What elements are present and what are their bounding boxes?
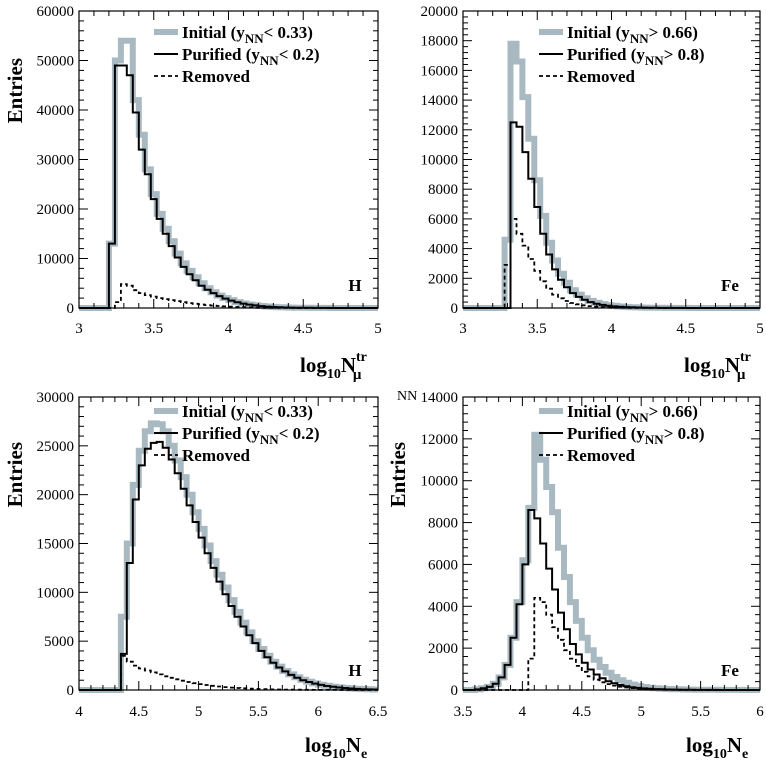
y-tick-label: 60000 (37, 4, 75, 20)
x-tick-label: 5 (195, 704, 203, 720)
y-tick-label: 12000 (421, 123, 459, 139)
y-tick-label: 30000 (37, 153, 75, 169)
x-tick-label: 5.5 (691, 704, 710, 720)
series-removed-p4 (463, 597, 760, 691)
x-tick-label: 4.5 (572, 704, 591, 720)
y-tick-label: 15000 (37, 537, 75, 553)
legend-label-initial: Initial (yNN> 0.66) (567, 402, 698, 425)
legend-label-purified: Purified (yNN> 0.8) (567, 424, 705, 447)
x-tick-label: 3.5 (528, 321, 547, 337)
x-tick-label: 4 (519, 704, 527, 720)
x-tick-label: 5.5 (249, 704, 268, 720)
y-tick-label: 30000 (37, 390, 75, 406)
x-tick-label: 6.5 (369, 704, 388, 720)
y-tick-label: 20000 (37, 202, 75, 218)
x-tick-label: 5 (756, 321, 764, 337)
y-tick-label: 10000 (37, 585, 75, 601)
panel-tag: Fe (721, 661, 739, 680)
y-tick-label: 14000 (421, 390, 459, 406)
y-tick-label: 0 (451, 301, 459, 317)
series-initial-p4 (463, 431, 760, 693)
legend-label-removed: Removed (567, 446, 636, 465)
y-tick-label: 0 (67, 301, 75, 317)
y-tick-label: 18000 (421, 34, 459, 50)
x-tick-label: 3 (75, 321, 83, 337)
y-tick-label: 8000 (428, 182, 458, 198)
legend-label-initial: Initial (yNN< 0.33) (182, 402, 313, 425)
y-tick-label: 40000 (37, 103, 75, 119)
x-tick-label: 5 (374, 321, 382, 337)
legend-label-removed: Removed (567, 67, 636, 86)
x-tick-label: 3 (459, 321, 467, 337)
y-tick-label: 20000 (37, 488, 75, 504)
y-tick-label: 2000 (428, 641, 458, 657)
x-axis-title: log10Ntr μ (684, 350, 751, 383)
y-tick-label: 4000 (428, 599, 458, 615)
series-purified-p1 (79, 64, 378, 309)
x-axis-title: log10Ne (686, 733, 748, 762)
plot-frame-p4 (462, 396, 761, 691)
y-tick-label: 4000 (428, 242, 458, 258)
legend-label-purified: Purified (yNN< 0.2) (182, 45, 320, 68)
stray-label: NN (397, 389, 417, 404)
legend-label-purified: Purified (yNN< 0.2) (182, 424, 320, 447)
y-tick-label: 2000 (428, 271, 458, 287)
y-tick-label: 5000 (44, 634, 74, 650)
x-axis-title: log10Ntr μ (300, 350, 367, 383)
legend-label-removed: Removed (182, 446, 251, 465)
x-tick-label: 4 (608, 321, 616, 337)
y-tick-label: 12000 (421, 432, 459, 448)
panel-tag: Fe (721, 276, 739, 295)
y-tick-label: 20000 (421, 4, 459, 20)
y-axis-title: Entries (3, 58, 27, 123)
y-tick-label: 10000 (421, 153, 459, 169)
x-tick-label: 3.5 (144, 321, 163, 337)
legend-label-removed: Removed (182, 67, 251, 86)
x-axis-title: log10Ne (305, 733, 367, 762)
panel-tag: H (348, 661, 361, 680)
y-tick-label: 6000 (428, 557, 458, 573)
x-tick-label: 4.5 (129, 704, 148, 720)
x-tick-label: 4 (75, 704, 83, 720)
x-tick-label: 6 (314, 704, 322, 720)
y-tick-label: 8000 (428, 516, 458, 532)
x-tick-label: 4 (225, 321, 233, 337)
y-tick-label: 6000 (428, 212, 458, 228)
x-tick-label: 5 (637, 704, 645, 720)
y-tick-label: 14000 (421, 93, 459, 109)
y-axis-title: Entries (386, 442, 410, 507)
x-tick-label: 4.5 (676, 321, 695, 337)
y-tick-label: 50000 (37, 54, 75, 70)
panel-tag: H (348, 276, 361, 295)
x-tick-label: 4.5 (294, 321, 313, 337)
y-tick-label: 10000 (37, 252, 75, 268)
legend-label-initial: Initial (yNN< 0.33) (182, 23, 313, 46)
y-tick-label: 0 (451, 683, 459, 699)
y-tick-label: 16000 (421, 63, 459, 79)
y-tick-label: 25000 (37, 439, 75, 455)
x-tick-label: 6 (756, 704, 764, 720)
legend-label-purified: Purified (yNN> 0.8) (567, 45, 705, 68)
legend-label-initial: Initial (yNN> 0.66) (567, 23, 698, 46)
x-tick-label: 3.5 (454, 704, 473, 720)
y-axis-title: Entries (3, 442, 27, 507)
y-tick-label: 10000 (421, 474, 459, 490)
y-tick-label: 0 (67, 683, 75, 699)
